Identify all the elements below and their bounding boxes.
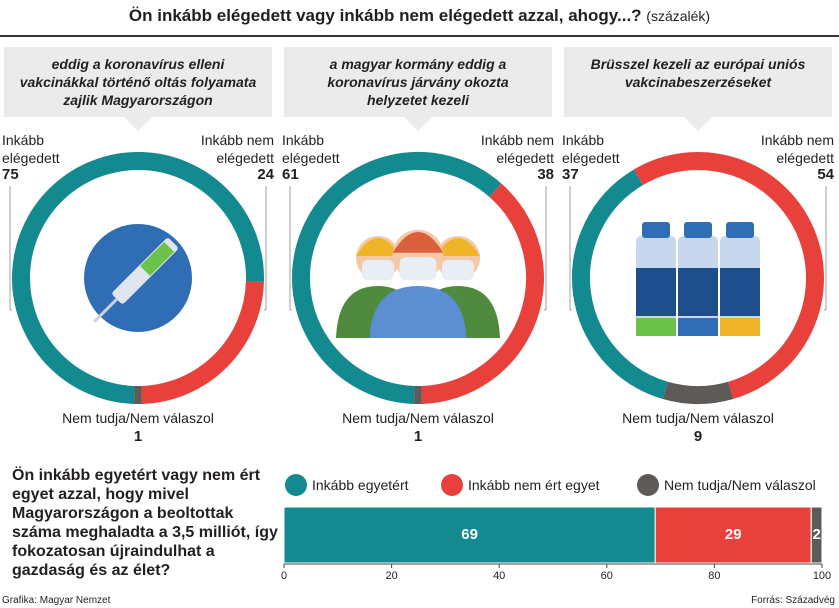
question-box <box>564 47 832 131</box>
x-tick-label: 100 <box>812 570 832 582</box>
donut-segment <box>421 183 544 404</box>
category-label: Inkább elégedett <box>282 132 340 166</box>
title: Ön inkább elégedett vagy inkább nem elég… <box>128 6 642 25</box>
value-label: 1 <box>133 428 143 445</box>
legend-label: Inkább nem ért egyet <box>468 477 600 493</box>
x-tick-label: 60 <box>600 570 613 582</box>
leader <box>824 186 827 311</box>
value-label: 54 <box>817 166 834 183</box>
leader <box>544 186 547 311</box>
legend-label: Nem tudja/Nem válaszol <box>664 477 816 493</box>
icon <box>140 241 175 276</box>
icon <box>636 268 676 316</box>
bar-segment <box>810 506 823 564</box>
value-label: 24 <box>257 166 274 183</box>
value-label: 69 <box>461 526 478 543</box>
icon <box>362 260 394 280</box>
question: a magyar kormány eddig a koronavírus jár… <box>327 56 509 108</box>
icon <box>684 222 712 238</box>
value-label: 2 <box>812 526 821 543</box>
category-label: Nem tudja/Nem válaszol <box>622 410 774 426</box>
value-label: 9 <box>693 428 703 445</box>
unit: (százalék) <box>646 8 711 24</box>
value-label: 37 <box>562 166 579 183</box>
value-label: 29 <box>724 526 742 543</box>
icon <box>636 318 676 336</box>
x-tick-label: 20 <box>385 570 398 582</box>
category-label: Inkább nem elégedett <box>480 132 554 166</box>
icon <box>356 238 400 256</box>
bar-segment <box>283 506 656 564</box>
credit: Grafika: Magyar Nemzet <box>2 595 111 606</box>
icon <box>93 298 118 323</box>
icon <box>642 222 670 238</box>
legend-swatch <box>441 474 463 496</box>
donut-segment <box>12 152 264 404</box>
donut-segment <box>633 152 824 399</box>
value-label: 75 <box>2 166 19 183</box>
icon <box>442 260 474 280</box>
donut-segment <box>572 169 668 399</box>
legend-label: Inkább egyetért <box>312 477 409 493</box>
donut-segment <box>662 381 734 404</box>
x-tick-label: 80 <box>708 570 721 582</box>
leader <box>9 186 12 311</box>
category-label: Inkább elégedett <box>2 132 60 166</box>
category-label: Inkább elégedett <box>562 132 620 166</box>
icon <box>392 232 444 253</box>
source: Forrás: Századvég <box>751 595 835 606</box>
leader <box>289 186 292 311</box>
icon <box>678 318 718 336</box>
value-label: 61 <box>282 166 299 183</box>
icon <box>678 268 718 316</box>
icon <box>399 257 437 281</box>
legend-swatch <box>285 474 307 496</box>
leader <box>264 186 267 311</box>
value-label: 1 <box>413 428 423 445</box>
icon <box>726 222 754 238</box>
leader <box>569 186 572 311</box>
x-tick-label: 40 <box>493 570 506 582</box>
icon <box>369 286 467 338</box>
question: Brüsszel kezeli az európai uniós vakcina… <box>590 56 806 90</box>
category-label: Inkább nem elégedett <box>200 132 274 166</box>
question-box <box>284 47 552 131</box>
icon <box>436 238 480 256</box>
bar-segment <box>654 506 812 564</box>
question: Ön inkább egyetért vagy nem ért egyet az… <box>12 467 278 579</box>
icon <box>720 268 760 316</box>
legend-swatch <box>637 474 659 496</box>
category-label: Inkább nem elégedett <box>760 132 834 166</box>
donut-segment <box>292 152 502 404</box>
x-tick-label: 0 <box>280 570 288 582</box>
category-label: Nem tudja/Nem válaszol <box>342 410 494 426</box>
icon <box>720 318 760 336</box>
question-box <box>4 47 272 131</box>
value-label: 38 <box>537 166 554 183</box>
title-row: Ön inkább elégedett vagy inkább nem elég… <box>0 6 839 26</box>
question: eddig a koronavírus elleni vakcinákkal t… <box>19 56 257 108</box>
category-label: Nem tudja/Nem válaszol <box>62 410 214 426</box>
donut-segment <box>141 281 264 404</box>
